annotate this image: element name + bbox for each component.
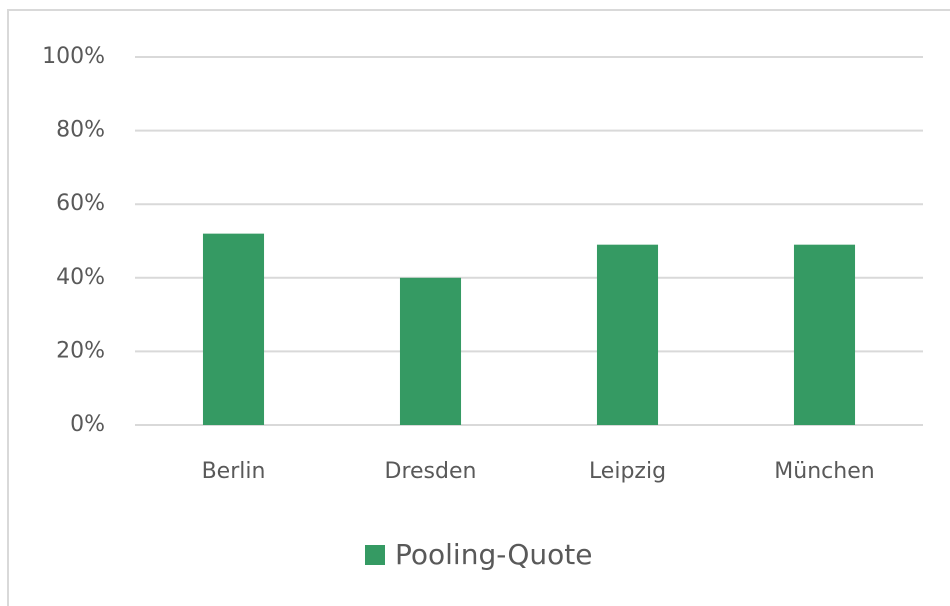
y-tick-label: 60% <box>56 191 105 216</box>
y-tick-label: 0% <box>70 412 105 437</box>
y-tick-label: 40% <box>56 265 105 290</box>
y-tick-label: 80% <box>56 118 105 143</box>
chart-border <box>7 9 950 606</box>
y-tick-label: 20% <box>56 338 105 363</box>
x-tick-label: München <box>774 459 874 484</box>
x-tick-label: Berlin <box>202 459 266 484</box>
y-tick-label: 100% <box>42 44 105 69</box>
legend-label: Pooling-Quote <box>395 538 592 571</box>
x-tick-label: Dresden <box>385 459 477 484</box>
legend-swatch <box>365 545 385 565</box>
x-tick-label: Leipzig <box>589 459 666 484</box>
bar <box>793 244 856 425</box>
bar <box>596 244 659 425</box>
bar <box>202 233 265 425</box>
bar <box>399 277 462 425</box>
